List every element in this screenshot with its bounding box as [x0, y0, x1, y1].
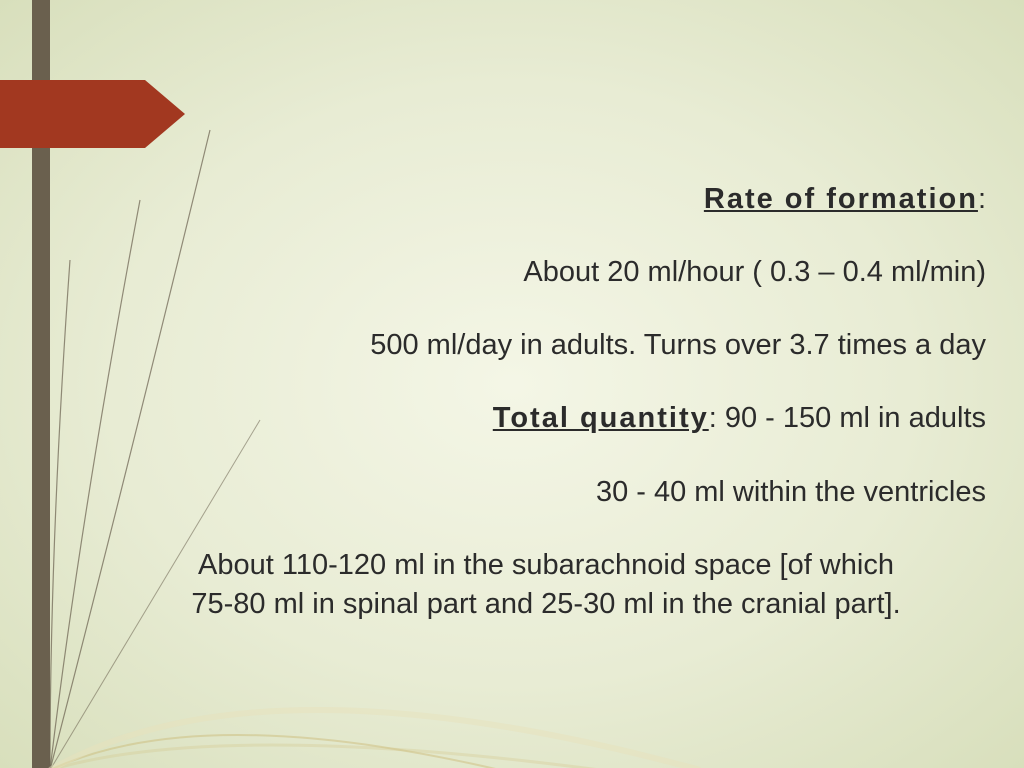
heading-total-label: Total quantity: [493, 402, 709, 434]
heading-rate-colon: :: [978, 183, 986, 215]
accent-arrow: [0, 80, 185, 148]
heading-total-quantity-line: Total quantity: 90 - 150 ml in adults: [46, 399, 986, 438]
slide-text: Rate of formation: About 20 ml/hour ( 0.…: [46, 180, 986, 658]
qty-adults: 90 - 150 ml in adults: [717, 402, 986, 434]
heading-rate-label: Rate of formation: [704, 183, 978, 215]
slide: Rate of formation: About 20 ml/hour ( 0.…: [0, 0, 1024, 768]
sub-line-1: About 110-120 ml in the subarachnoid spa…: [198, 549, 894, 581]
rate-hourly: About 20 ml/hour ( 0.3 – 0.4 ml/min): [46, 253, 986, 292]
qty-subarachnoid: About 110-120 ml in the subarachnoid spa…: [46, 546, 1024, 624]
qty-ventricles: 30 - 40 ml within the ventricles: [46, 473, 986, 512]
sub-line-2: 75-80 ml in spinal part and 25-30 ml in …: [191, 588, 900, 620]
heading-total-colon: :: [709, 402, 717, 434]
heading-rate-of-formation: Rate of formation:: [46, 180, 986, 219]
rate-daily: 500 ml/day in adults. Turns over 3.7 tim…: [46, 326, 986, 365]
